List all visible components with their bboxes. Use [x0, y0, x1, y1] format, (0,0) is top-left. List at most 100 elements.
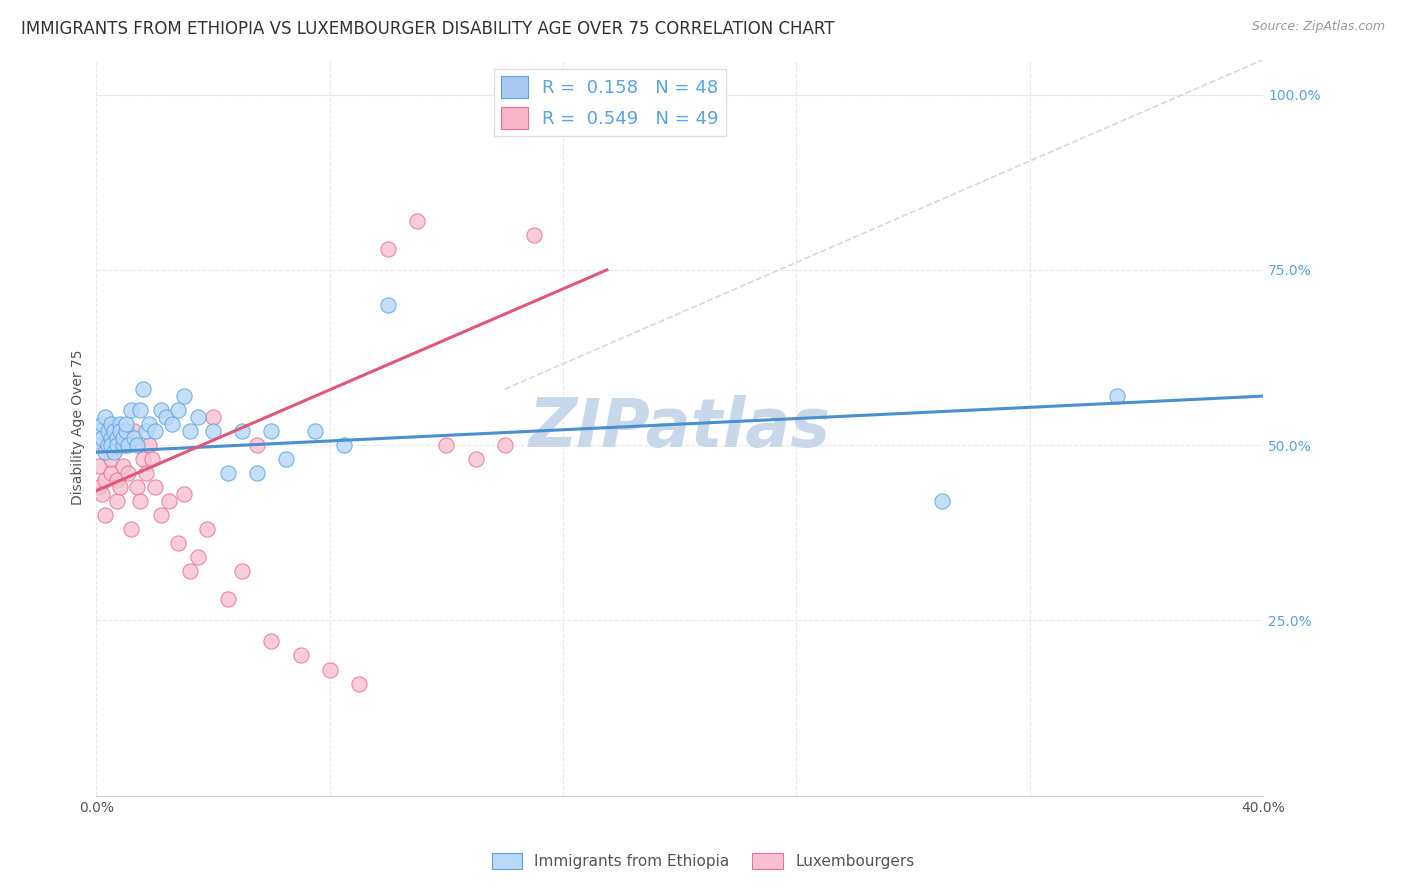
Point: [143, 424, 166, 438]
Point: [1107, 389, 1129, 403]
Point: [97, 438, 120, 452]
Point: [436, 438, 458, 452]
Point: [231, 565, 253, 579]
Point: [217, 467, 239, 481]
Text: ZIPatlas: ZIPatlas: [529, 394, 831, 460]
Point: [117, 467, 139, 481]
Point: [319, 663, 342, 677]
Point: [143, 480, 166, 494]
Point: [132, 452, 155, 467]
Point: [135, 424, 157, 438]
Point: [129, 403, 152, 417]
Point: [138, 417, 160, 431]
Point: [494, 438, 516, 452]
Point: [120, 522, 142, 536]
Legend: R =  0.158   N = 48, R =  0.549   N = 49: R = 0.158 N = 48, R = 0.549 N = 49: [494, 69, 725, 136]
Point: [89, 438, 111, 452]
Point: [217, 592, 239, 607]
Point: [179, 565, 201, 579]
Point: [105, 494, 128, 508]
Point: [108, 480, 131, 494]
Point: [202, 410, 225, 425]
Point: [246, 467, 269, 481]
Point: [157, 494, 180, 508]
Point: [89, 480, 111, 494]
Point: [100, 438, 122, 452]
Point: [91, 438, 114, 452]
Point: [124, 431, 146, 445]
Point: [187, 550, 209, 565]
Point: [135, 467, 157, 481]
Text: Source: ZipAtlas.com: Source: ZipAtlas.com: [1251, 20, 1385, 33]
Point: [464, 452, 486, 467]
Point: [103, 424, 125, 438]
Point: [97, 438, 120, 452]
Point: [260, 634, 283, 648]
Point: [127, 480, 149, 494]
Point: [94, 410, 117, 425]
Point: [108, 417, 131, 431]
Point: [127, 438, 149, 452]
Point: [114, 424, 136, 438]
Point: [97, 424, 120, 438]
Point: [377, 242, 399, 256]
Point: [120, 403, 142, 417]
Point: [105, 438, 128, 452]
Point: [97, 424, 120, 438]
Point: [105, 431, 128, 445]
Point: [91, 487, 114, 501]
Point: [114, 438, 136, 452]
Point: [347, 676, 370, 690]
Point: [94, 508, 117, 523]
Point: [231, 424, 253, 438]
Point: [246, 438, 269, 452]
Point: [333, 438, 356, 452]
Point: [103, 438, 125, 452]
Point: [100, 452, 122, 467]
Point: [111, 459, 134, 474]
Point: [94, 445, 117, 459]
Point: [260, 424, 283, 438]
Point: [173, 389, 195, 403]
Point: [195, 522, 218, 536]
Point: [91, 431, 114, 445]
Text: IMMIGRANTS FROM ETHIOPIA VS LUXEMBOURGER DISABILITY AGE OVER 75 CORRELATION CHAR: IMMIGRANTS FROM ETHIOPIA VS LUXEMBOURGER…: [21, 20, 835, 37]
Point: [105, 473, 128, 487]
Legend: Immigrants from Ethiopia, Luxembourgers: Immigrants from Ethiopia, Luxembourgers: [485, 847, 921, 875]
Point: [111, 431, 134, 445]
Point: [202, 424, 225, 438]
Point: [117, 438, 139, 452]
Point: [124, 424, 146, 438]
Point: [108, 424, 131, 438]
Point: [141, 452, 163, 467]
Point: [103, 445, 125, 459]
Point: [100, 431, 122, 445]
Point: [931, 494, 953, 508]
Point: [173, 487, 195, 501]
Point: [377, 298, 399, 312]
Point: [111, 438, 134, 452]
Point: [523, 227, 546, 242]
Point: [187, 410, 209, 425]
Point: [304, 424, 326, 438]
Point: [179, 424, 201, 438]
Point: [89, 459, 111, 474]
Point: [274, 452, 297, 467]
Y-axis label: Disability Age Over 75: Disability Age Over 75: [72, 350, 86, 506]
Point: [567, 87, 589, 102]
Point: [91, 417, 114, 431]
Point: [114, 417, 136, 431]
Point: [94, 473, 117, 487]
Point: [406, 214, 429, 228]
Point: [132, 382, 155, 396]
Point: [138, 438, 160, 452]
Point: [167, 536, 190, 550]
Point: [290, 648, 312, 663]
Point: [160, 417, 183, 431]
Point: [89, 424, 111, 438]
Point: [167, 403, 190, 417]
Point: [155, 410, 177, 425]
Point: [100, 467, 122, 481]
Point: [149, 403, 172, 417]
Point: [149, 508, 172, 523]
